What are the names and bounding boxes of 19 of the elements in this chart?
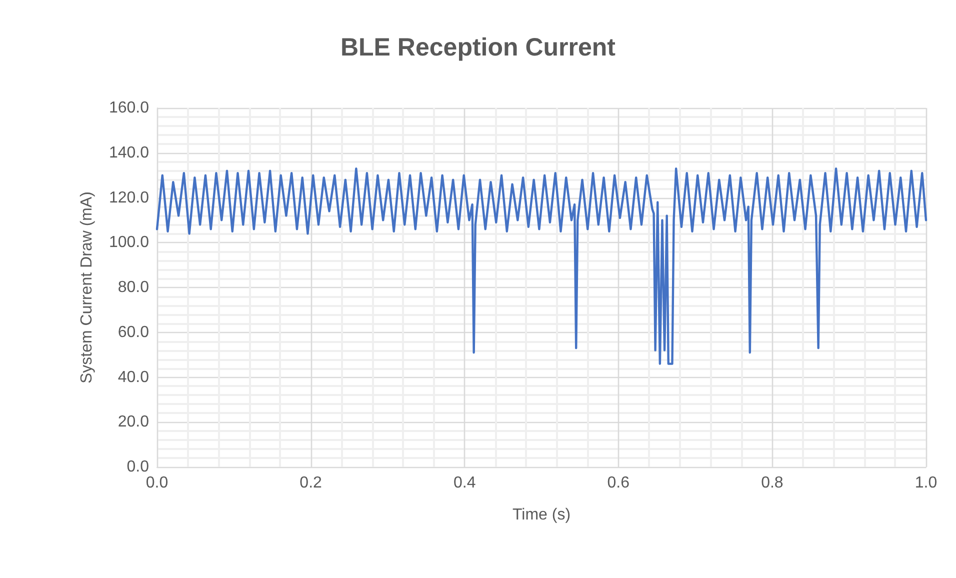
y-tick-label: 20.0 (118, 414, 150, 431)
y-tick-label: 80.0 (118, 279, 150, 296)
y-tick-label: 120.0 (108, 189, 150, 206)
x-tick-label: 0.4 (453, 474, 476, 492)
line-series (156, 167, 928, 365)
y-tick-label: 0.0 (126, 458, 150, 476)
x-tick-label: 1.0 (914, 474, 938, 492)
chart-title: BLE Reception Current (340, 34, 616, 62)
y-tick-label: 40.0 (118, 368, 150, 386)
y-tick-label: 100.0 (108, 234, 150, 252)
x-tick-label: 0.8 (761, 474, 784, 492)
y-tick-label: 160.0 (108, 100, 150, 116)
y-axis-title: System Current Draw (mA) (78, 191, 96, 384)
x-tick-label: 0.2 (300, 474, 322, 492)
x-axis-title: Time (s) (512, 506, 571, 524)
x-tick-label: 0.0 (146, 474, 168, 492)
y-tick-label: 140.0 (108, 144, 150, 162)
y-tick-label: 60.0 (118, 324, 150, 341)
x-tick-label: 0.6 (607, 474, 630, 492)
